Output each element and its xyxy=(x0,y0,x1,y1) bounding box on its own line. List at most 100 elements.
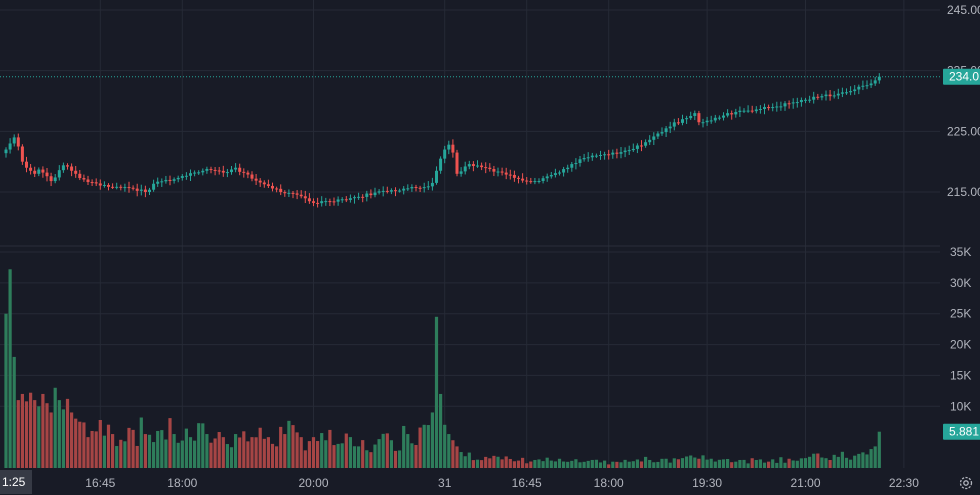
volume-bar xyxy=(844,457,849,468)
volume-bar xyxy=(639,461,644,468)
candle xyxy=(291,191,295,199)
candle xyxy=(258,178,262,187)
candle xyxy=(492,165,496,177)
volume-axis[interactable]: 10K 15K 20K 25K 30K 35K xyxy=(950,245,971,413)
volume-bar xyxy=(762,462,767,468)
candle xyxy=(594,153,598,158)
candle-body xyxy=(119,186,123,188)
volume-bar xyxy=(225,444,229,468)
volume-bar xyxy=(570,460,574,468)
candle xyxy=(631,143,635,152)
candle xyxy=(877,73,881,84)
candle-body xyxy=(230,169,233,173)
volume-bar xyxy=(750,458,754,468)
candle-body xyxy=(533,181,537,183)
volume-bar xyxy=(20,393,24,468)
candle-body xyxy=(660,132,664,134)
settings-gear-icon[interactable] xyxy=(958,475,974,491)
candle-body xyxy=(377,191,381,193)
candle xyxy=(820,93,824,101)
volume-bar xyxy=(816,453,820,468)
volume-bar xyxy=(709,458,713,468)
volume-bar xyxy=(853,455,857,468)
candle xyxy=(230,165,233,175)
candle-body xyxy=(61,165,65,171)
volume-bar xyxy=(824,458,828,468)
volume-bar xyxy=(533,459,537,468)
candle xyxy=(398,188,402,193)
candle-body xyxy=(20,146,24,162)
volume-bar xyxy=(16,400,20,468)
volume-bar xyxy=(656,461,660,468)
candle xyxy=(25,156,28,173)
candle-body xyxy=(430,182,434,187)
last-volume-badge: 5.881 xyxy=(943,423,980,440)
candle xyxy=(836,88,840,100)
candle-body xyxy=(57,170,61,178)
time-tick-label: 21:00 xyxy=(790,476,820,490)
candle-body xyxy=(193,172,197,174)
candle xyxy=(221,165,225,177)
candle-body xyxy=(246,172,250,175)
candle xyxy=(348,194,352,203)
candle-body xyxy=(504,172,508,175)
candle xyxy=(295,190,299,200)
candle-body xyxy=(570,164,574,168)
candle xyxy=(447,140,451,155)
candle xyxy=(451,139,455,158)
candle xyxy=(791,98,795,109)
volume-bar xyxy=(463,456,467,468)
volume-tick-label: 35K xyxy=(950,245,971,259)
candle xyxy=(783,101,787,111)
candle xyxy=(143,185,147,198)
candle-body xyxy=(582,158,586,160)
volume-bar xyxy=(496,456,500,468)
candle xyxy=(459,167,463,177)
candle xyxy=(357,192,361,200)
candle-body xyxy=(426,186,430,188)
volume-bar xyxy=(451,440,455,468)
candle-body xyxy=(824,94,828,97)
volume-bar xyxy=(41,393,45,468)
candle xyxy=(414,184,418,192)
candle xyxy=(545,173,549,182)
candle xyxy=(66,163,69,170)
candle xyxy=(635,143,639,154)
candle-body xyxy=(738,110,742,112)
volume-bar xyxy=(644,456,648,468)
volume-bar xyxy=(459,452,463,468)
candle xyxy=(726,109,730,118)
candle xyxy=(102,181,106,188)
candle-body xyxy=(406,188,410,190)
candle xyxy=(750,105,754,114)
candle-body xyxy=(53,177,57,182)
volume-bar xyxy=(590,459,594,468)
time-tick-label: 16:45 xyxy=(85,476,115,490)
candle xyxy=(590,152,594,161)
volume-bar xyxy=(603,460,607,468)
candle-body xyxy=(8,143,12,150)
candle-body xyxy=(529,181,533,183)
candle xyxy=(279,184,283,196)
volume-bar xyxy=(598,462,603,468)
volume-bar xyxy=(147,434,152,468)
candle xyxy=(205,166,209,174)
candle xyxy=(828,89,832,101)
volume-bar xyxy=(78,421,82,468)
candle xyxy=(369,189,373,199)
candle xyxy=(869,79,873,88)
candle-body xyxy=(238,167,242,172)
candle-body xyxy=(857,86,861,90)
candle-body xyxy=(340,199,344,201)
candle-body xyxy=(307,198,311,202)
candle xyxy=(701,118,705,128)
volume-bar xyxy=(484,456,488,468)
candle-body xyxy=(480,165,484,168)
candle-body xyxy=(869,83,873,86)
volume-bar xyxy=(283,434,287,468)
time-axis[interactable]: 16:45 18:00 20:00 31 16:45 18:00 19:30 21:00 22:… xyxy=(85,476,919,490)
candle xyxy=(615,148,619,159)
volume-bar xyxy=(705,459,709,468)
